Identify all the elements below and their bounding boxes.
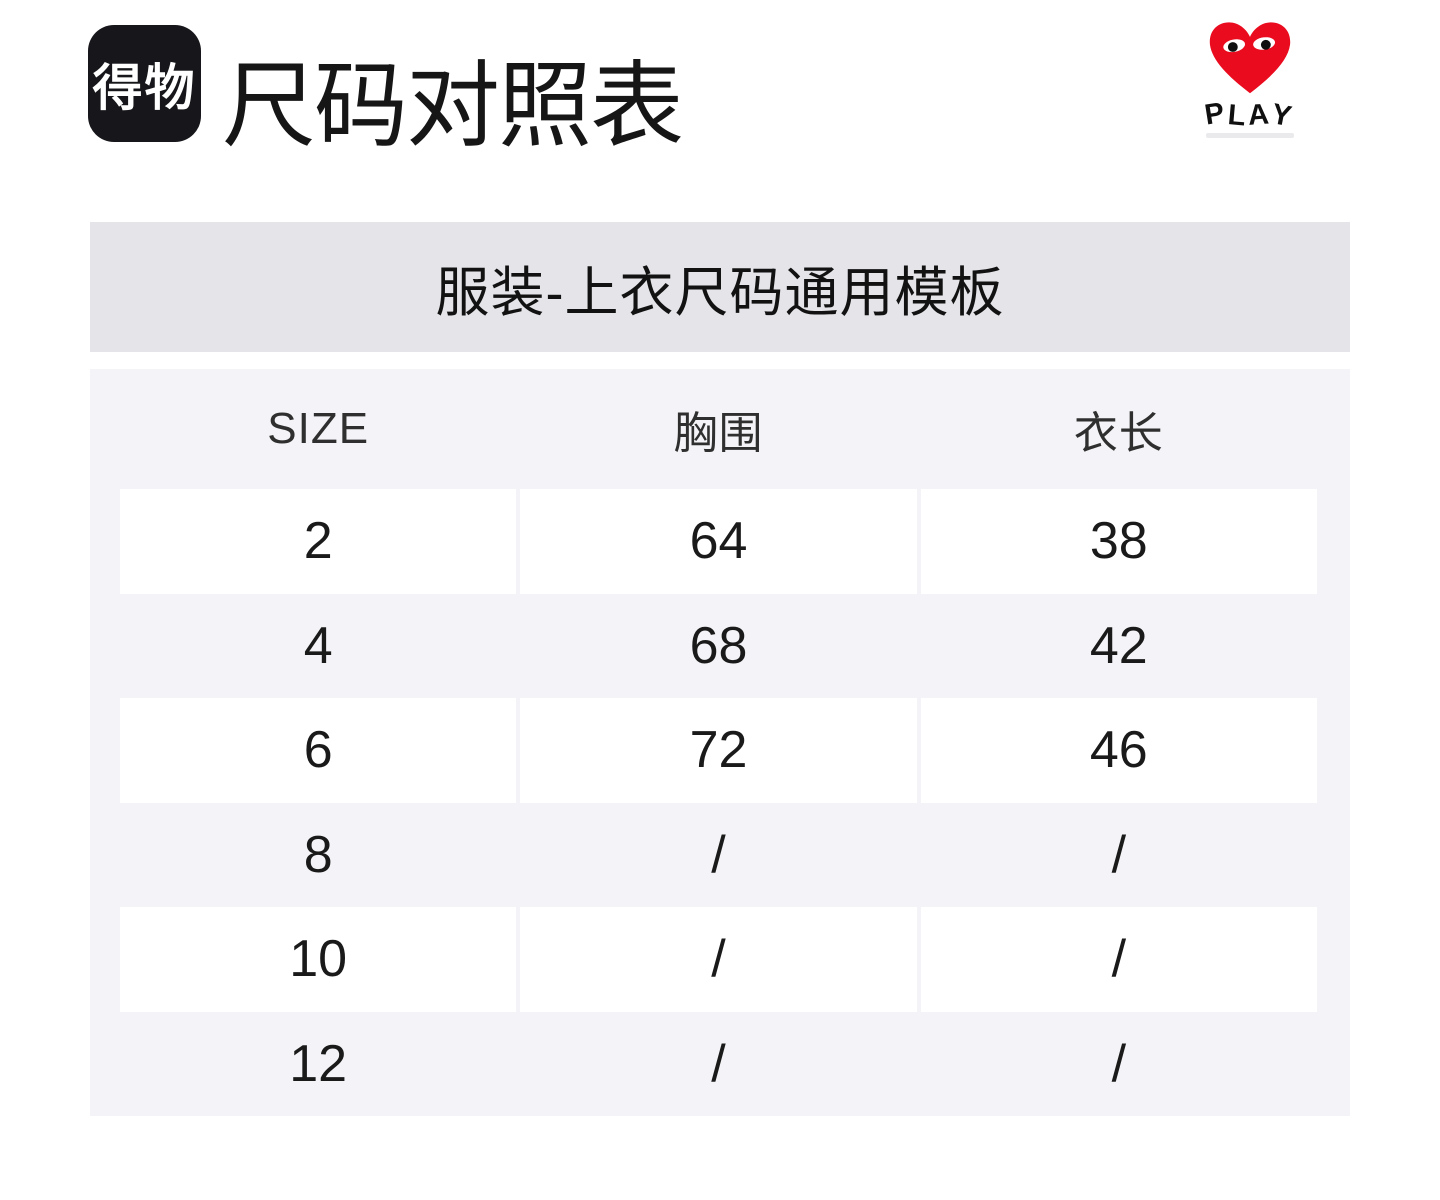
- length-cell: 42: [1089, 616, 1148, 675]
- table-row: 6 72 46: [90, 698, 1350, 803]
- table-row: 4 68 42: [90, 594, 1350, 699]
- table-header-size: SIZE: [267, 404, 370, 453]
- cdg-play-logo: PLAY: [1196, 18, 1304, 138]
- chest-cell: 68: [689, 616, 748, 675]
- table-header-length: 衣长: [1073, 409, 1164, 458]
- template-banner-title: 服装-上衣尺码通用模板: [435, 262, 1005, 323]
- template-banner: 服装-上衣尺码通用模板: [90, 222, 1350, 352]
- table-row: 8 / /: [90, 803, 1350, 908]
- chest-cell: 64: [520, 489, 917, 594]
- length-cell: 38: [920, 489, 1317, 594]
- play-letter: L: [1226, 99, 1250, 133]
- chest-cell: /: [711, 1034, 726, 1093]
- play-heart-icon: [1209, 22, 1291, 94]
- size-cell: 8: [303, 825, 333, 884]
- table-header-chest: 胸围: [673, 409, 764, 458]
- table-row: 12 / /: [90, 1012, 1350, 1117]
- chest-cell: /: [520, 907, 917, 1012]
- length-cell: 46: [920, 698, 1317, 803]
- size-table: SIZE 胸围 衣长 2 64 38 4 68 42 6 72 46 8 / /…: [90, 369, 1350, 1116]
- size-cell: 4: [303, 616, 333, 675]
- table-row: 2 64 38: [90, 489, 1350, 594]
- dewu-logo-text: 得物: [92, 59, 197, 116]
- length-cell: /: [920, 907, 1317, 1012]
- table-row: 10 / /: [90, 907, 1350, 1012]
- play-letter: P: [1202, 96, 1230, 132]
- dewu-logo: 得物: [88, 25, 201, 142]
- page-title: 尺码对照表: [222, 53, 684, 158]
- play-wordmark: PLAY: [1202, 96, 1298, 134]
- play-letter: Y: [1269, 98, 1298, 134]
- length-cell: /: [1111, 1034, 1127, 1093]
- chest-cell: 72: [520, 698, 917, 803]
- table-header-row: SIZE 胸围 衣长: [90, 369, 1350, 489]
- play-subtext-cutoff: [1206, 133, 1294, 138]
- chest-cell: /: [711, 825, 726, 884]
- size-cell: 2: [120, 489, 517, 594]
- size-cell: 10: [120, 907, 517, 1012]
- size-cell: 6: [120, 698, 517, 803]
- length-cell: /: [1111, 825, 1127, 884]
- size-cell: 12: [289, 1034, 348, 1093]
